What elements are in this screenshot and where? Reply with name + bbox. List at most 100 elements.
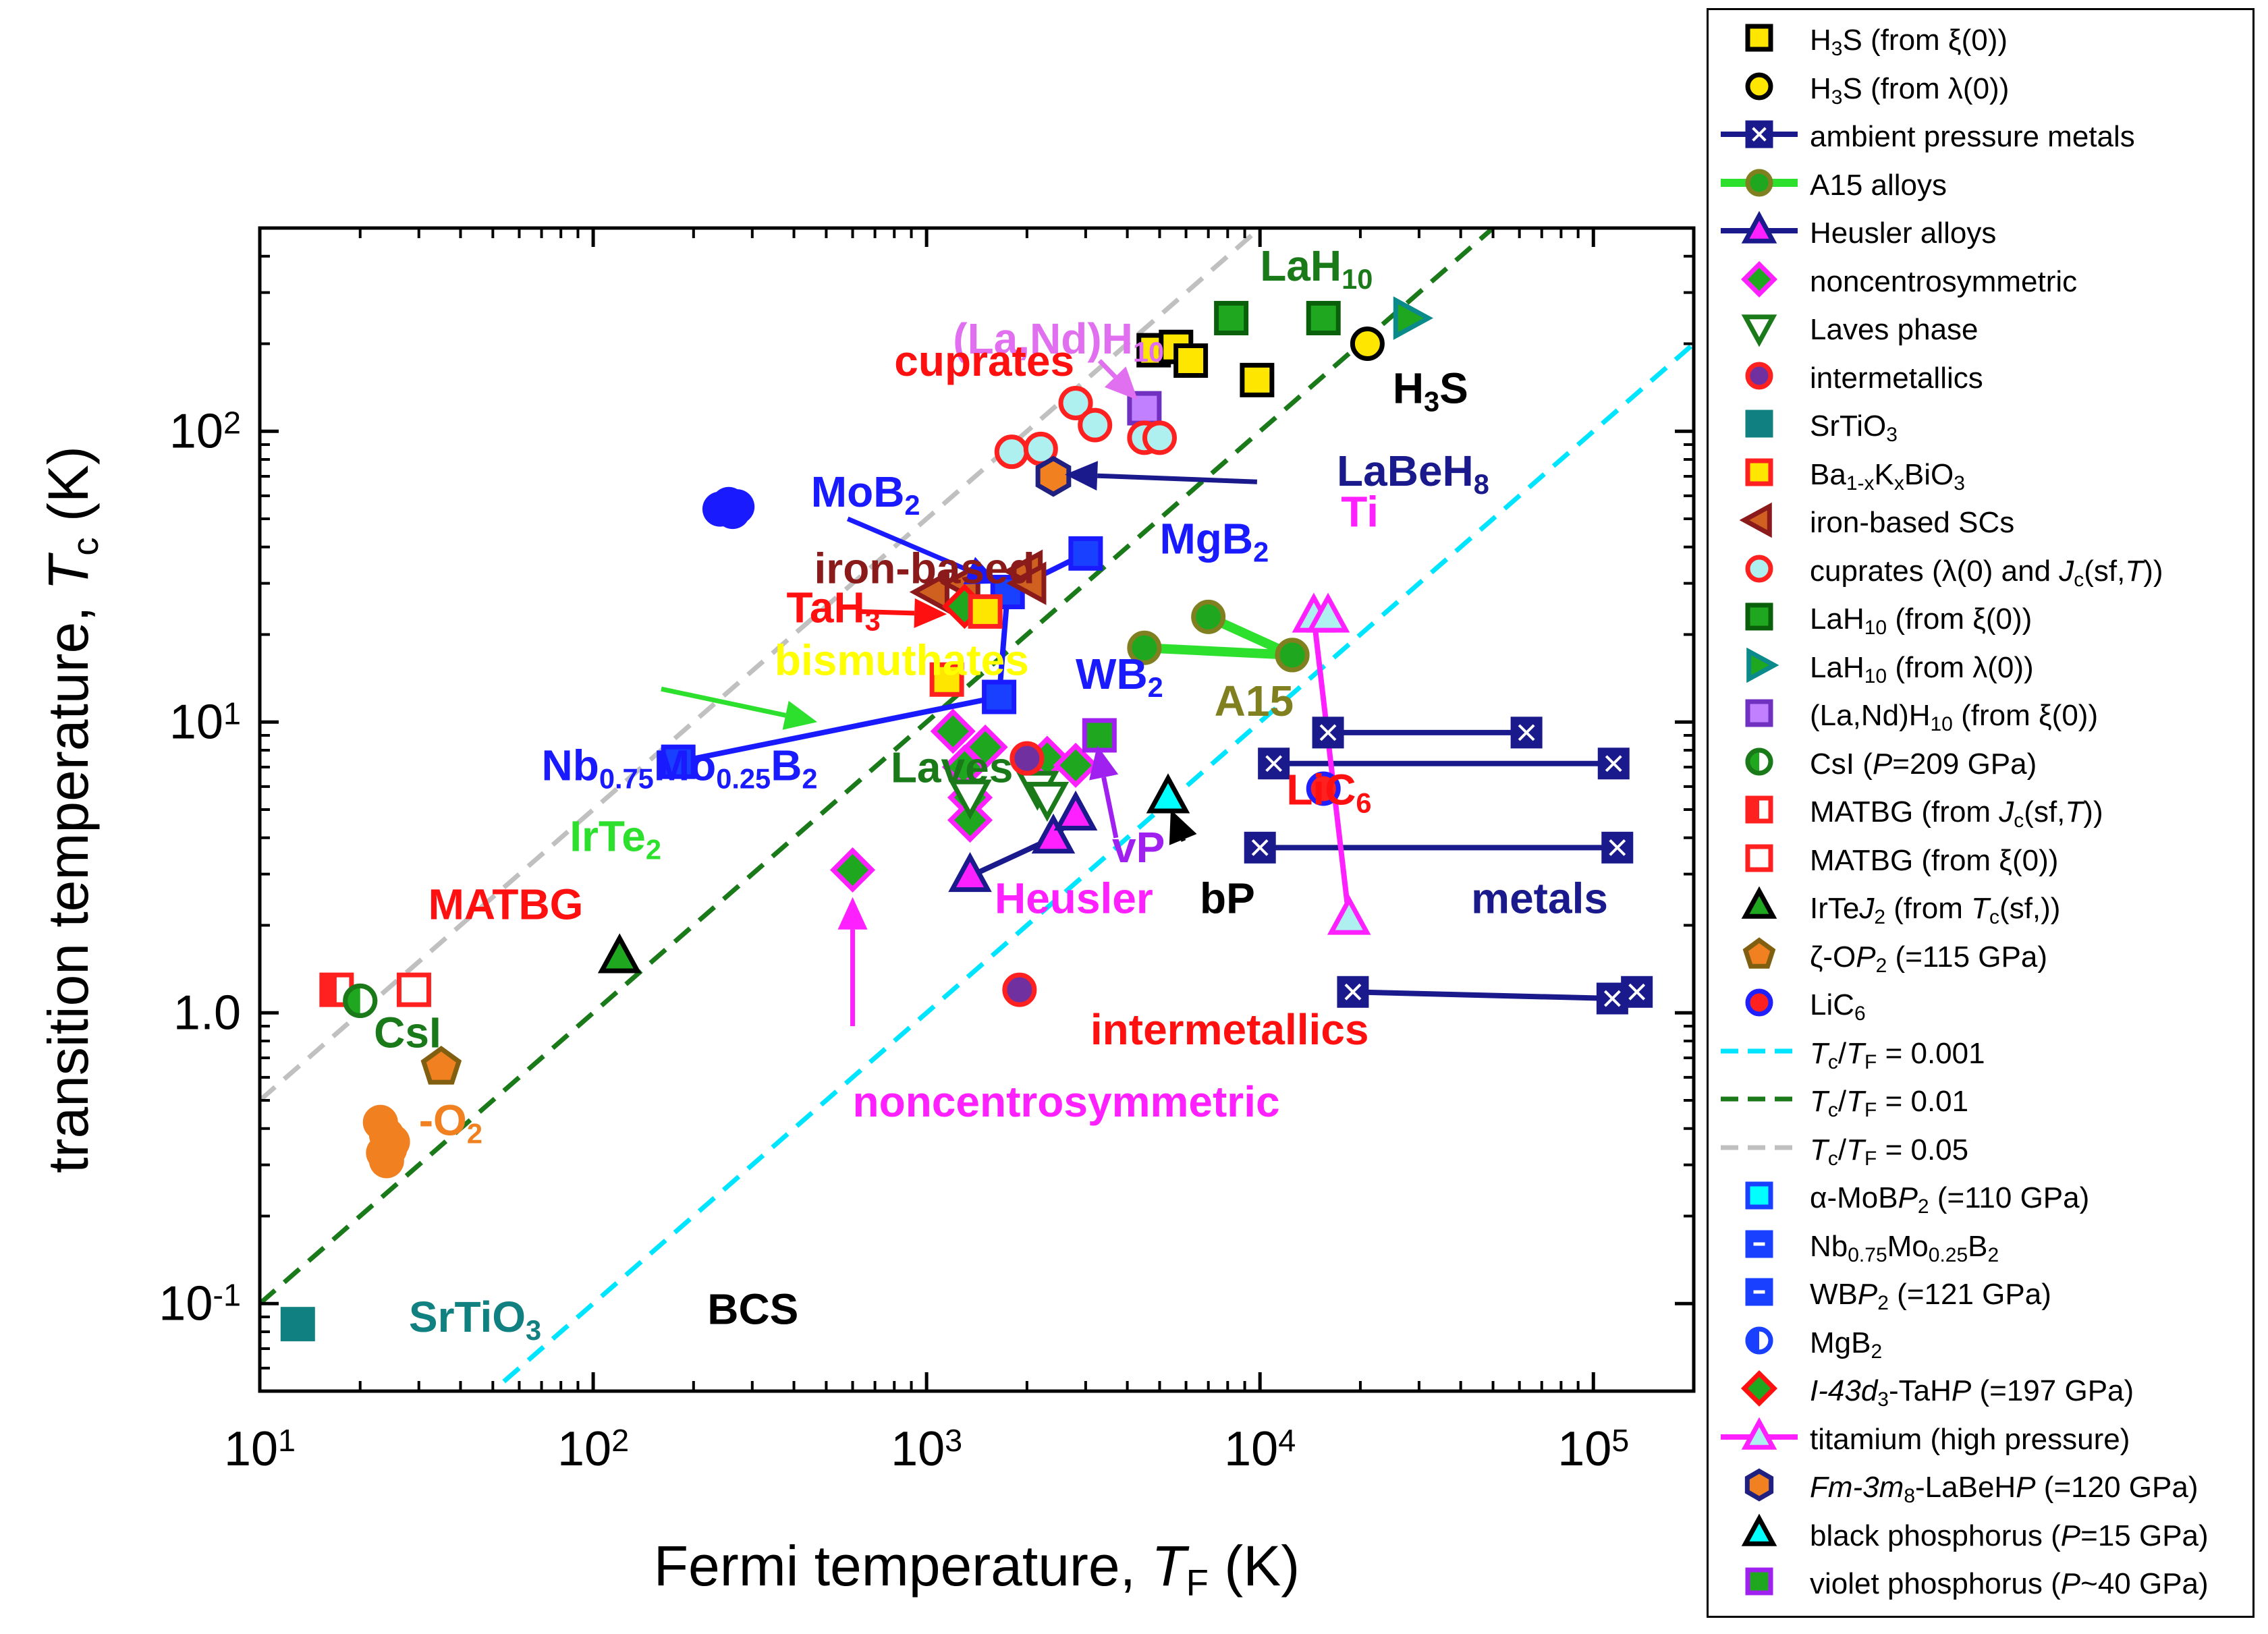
data-point-3-0 (1393, 296, 1434, 340)
legend-item: intermetallics (1715, 354, 2248, 398)
legend-label-part: A15 alloys (1810, 168, 1947, 202)
legend-label-part: 0.25 (1928, 1243, 1968, 1266)
legend-item: MATBG (from Jc(sf,T)) (1715, 787, 2248, 832)
annotation-26-part-0: SrTiO (409, 1293, 526, 1341)
arrow-shaft-7 (1180, 839, 1186, 842)
legend-marker (1745, 699, 1773, 727)
line-point-1-0 (1258, 748, 1290, 780)
legend-label-part: 1-x (1846, 472, 1875, 495)
legend-symbol (1745, 988, 1773, 1017)
x-axis-title: Fermi temperature, TF (K) (654, 1534, 1300, 1604)
legend-label-part: noncentrosymmetric (1810, 264, 2078, 298)
legend-marker (1740, 260, 1778, 298)
legend-marker (1746, 647, 1779, 683)
legend-label: intermetallics (1810, 362, 1983, 395)
data-point-17-0 (948, 779, 992, 820)
legend-item: black phosphorus (P=15 GPa) (1715, 1511, 2248, 1556)
y-axis-title: transition temperature, Tc (K) (36, 446, 106, 1173)
data-point-5-5 (1142, 420, 1177, 455)
xtick-label-2-part-0: 10 (891, 1422, 945, 1476)
data-point-10-0-half (321, 975, 337, 1005)
legend-label-part: )) (2083, 795, 2103, 828)
line-point-1-1-x (1605, 755, 1622, 772)
legend-label-part: T (1810, 1036, 1828, 1070)
legend-label-part: 2 (1871, 1340, 1883, 1363)
data-point-13-0 (420, 1046, 462, 1085)
arrow-shaft-3 (857, 609, 915, 616)
legend-label: Fm-3m8-LaBeHP (=120 GPa) (1810, 1471, 2198, 1508)
legend-label: ambient pressure metals (1810, 120, 2135, 154)
line-point-2-0 (1244, 831, 1276, 864)
legend-label-part: violet phosphorus ( (1810, 1567, 2061, 1600)
legend-symbol (1721, 1048, 1798, 1053)
annotation-8: TaH3 (787, 584, 881, 637)
xtick-label-3-part-1: 4 (1278, 1423, 1296, 1458)
legend-label-part: MgB (1810, 1326, 1871, 1359)
legend-marker (1745, 169, 1773, 196)
annotation-6-part-0: MgB (1159, 514, 1253, 563)
legend-marker (1741, 1513, 1777, 1546)
legend-label-part: =115 GPa) (1905, 940, 2047, 974)
legend-symbol (1721, 169, 1798, 196)
legend-marker (1741, 1417, 1777, 1450)
legend-label: MATBG (from Jc(sf,T)) (1810, 795, 2103, 833)
annotation-11: A15 (1215, 677, 1294, 725)
legend-label-part: P (2060, 1519, 2081, 1552)
legend-item: A15 alloys (1715, 161, 2248, 205)
annotation-20-part-0: metals (1471, 874, 1608, 923)
annotation-23-part-0: intermetallics (1090, 1005, 1369, 1054)
legend-marker-ring (1745, 748, 1773, 775)
ytick-label-0-part-0: 10 (159, 1276, 213, 1330)
legend-marker (1745, 24, 1773, 52)
legend-item: Tc/TF = 0.01 (1715, 1077, 2248, 1121)
legend-label-part: H (1810, 24, 1831, 57)
annotation-22: CsI (374, 1009, 441, 1057)
legend-symbol (1745, 1326, 1773, 1354)
legend-label: ζ-OP2 (=115 GPa) (1810, 940, 2047, 978)
legend-marker (1742, 936, 1776, 969)
data-point-1-0 (1350, 327, 1385, 362)
legend-label-part: = 0.01 (1877, 1085, 1969, 1118)
xtick-label-4-part-1: 5 (1611, 1423, 1629, 1458)
legend-label-part: =15 GPa) (2080, 1519, 2209, 1552)
series-line-7 (677, 551, 1087, 765)
legend-label-part: 0.75 (1848, 1243, 1887, 1266)
legend-marker (1745, 410, 1773, 438)
legend-label: WBP2 (=121 GPa) (1810, 1278, 2051, 1315)
arrow-shaft-6 (1101, 777, 1119, 839)
data-point-16-5 (962, 724, 1008, 770)
legend-item: WBP2 (=121 GPa) (1715, 1270, 2248, 1314)
legend-label: α-MoBP2 (=110 GPa) (1810, 1181, 2089, 1218)
ytick-label-0-part-1: -1 (213, 1277, 241, 1312)
legend-label-part: = 0.001 (1877, 1036, 1985, 1070)
legend-label-part: 3 (1831, 38, 1843, 60)
legend-label: MATBG (from ξ(0)) (1810, 844, 2058, 878)
legend-label-part: 10 (1864, 665, 1887, 687)
legend-label-part: P (1872, 747, 1893, 781)
legend-label: CsI (P=209 GPa) (1810, 748, 2037, 781)
xtick-label-2: 103 (891, 1422, 962, 1476)
legend-item: ambient pressure metals (1715, 112, 2248, 157)
line-point-4-3 (1275, 638, 1310, 673)
annotation-12-part-0: Ti (1341, 488, 1379, 536)
legend-label: violet phosphorus (P~40 GPa) (1810, 1567, 2209, 1601)
cloud-point-0-3 (719, 489, 755, 525)
annotation-16-part-0: IrTe (570, 812, 646, 860)
legend-symbol (1745, 555, 1773, 582)
legend-label: A15 alloys (1810, 169, 1947, 202)
arrow-head-5 (837, 897, 868, 930)
legend-item: Heusler alloys (1715, 208, 2248, 253)
annotation-14: Laves (891, 743, 1013, 792)
legend-label-part: (sf, (2084, 554, 2126, 588)
line-point-0-1 (1510, 716, 1543, 749)
legend-symbol (1746, 647, 1779, 683)
legend-symbol (1721, 120, 1798, 148)
legend-item: H3S (from ξ(0)) (1715, 16, 2248, 60)
annotation-3-part-0: cuprates (894, 337, 1074, 385)
legend-symbol (1745, 24, 1773, 52)
x-axis-title-part-2: F (1186, 1562, 1209, 1604)
line-point-5-2 (1053, 790, 1098, 830)
legend-item: MgB2 (1715, 1318, 2248, 1363)
legend-label-part: P (2060, 1567, 2081, 1600)
ytick-label-2: 101 (169, 695, 241, 749)
